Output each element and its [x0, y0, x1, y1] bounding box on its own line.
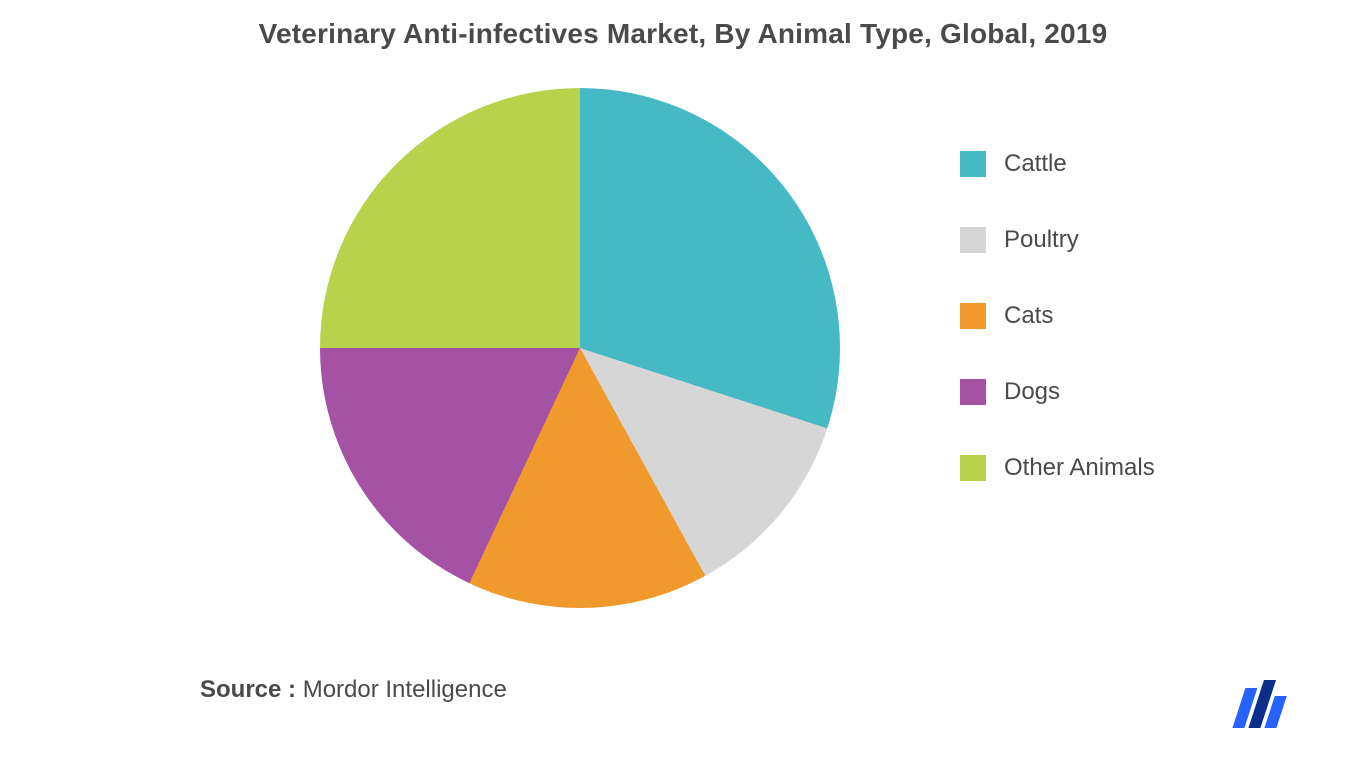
chart-canvas: Veterinary Anti-infectives Market, By An…	[0, 0, 1366, 768]
legend-item: Cats	[960, 302, 1155, 330]
legend-swatch	[960, 227, 986, 253]
legend-label: Poultry	[1004, 226, 1079, 254]
source-attribution: Source : Mordor Intelligence	[200, 676, 507, 704]
legend-item: Cattle	[960, 150, 1155, 178]
legend-swatch	[960, 379, 986, 405]
legend-item: Dogs	[960, 378, 1155, 406]
legend-swatch	[960, 455, 986, 481]
legend-swatch	[960, 151, 986, 177]
pie-chart	[320, 88, 840, 608]
brand-logo	[1226, 680, 1306, 728]
source-label: Source :	[200, 676, 296, 703]
legend-label: Dogs	[1004, 378, 1060, 406]
source-value: Mordor Intelligence	[303, 676, 507, 703]
legend-item: Poultry	[960, 226, 1155, 254]
chart-title: Veterinary Anti-infectives Market, By An…	[0, 18, 1366, 50]
legend-label: Cattle	[1004, 150, 1067, 178]
legend-swatch	[960, 303, 986, 329]
legend-label: Other Animals	[1004, 454, 1155, 482]
legend-item: Other Animals	[960, 454, 1155, 482]
legend-label: Cats	[1004, 302, 1053, 330]
legend: Cattle Poultry Cats Dogs Other Animals	[960, 150, 1155, 482]
